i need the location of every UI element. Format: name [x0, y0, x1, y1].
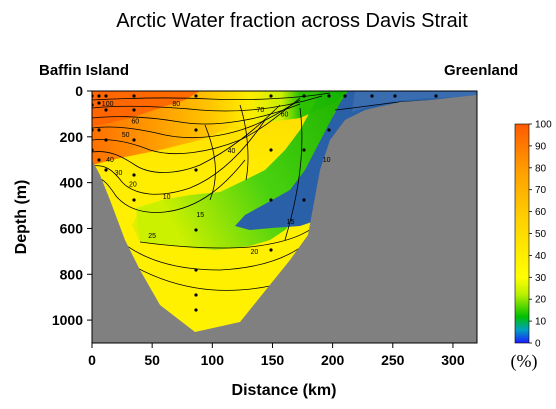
contour-label: 40 — [106, 157, 114, 164]
colorbar-unit: (%) — [511, 351, 538, 372]
x-axis-label: Distance (km) — [232, 382, 337, 399]
green-outer-halo — [132, 204, 158, 242]
colorbar-tick-label: 70 — [535, 185, 547, 196]
colorbar-tick-label: 90 — [535, 141, 547, 152]
surface-orange-core — [92, 91, 200, 126]
x-axis: 0 50 100 150 200 250 300 — [88, 343, 465, 368]
y-axis-label: Depth (m) — [13, 180, 30, 255]
y-tick-label: 0 — [75, 83, 83, 99]
contour-label: 20 — [129, 181, 137, 188]
contour-label: 10 — [163, 194, 171, 201]
x-tick-label: 300 — [441, 352, 465, 368]
plot-area — [92, 91, 477, 343]
colorbar-tick-label: 20 — [535, 295, 547, 306]
left-annotation: Baffin Island — [39, 62, 129, 79]
x-tick-label: 0 — [88, 352, 96, 368]
station-dots — [92, 94, 438, 312]
y-tick-label: 400 — [60, 175, 84, 191]
colorbar-tick-label: 40 — [535, 251, 547, 262]
y-axis: 0 200 400 600 800 1000 — [52, 83, 92, 328]
contour-label: 15 — [196, 212, 204, 219]
x-tick-label: 250 — [381, 352, 405, 368]
colorbar — [514, 123, 530, 344]
colorbar-tick-label: 10 — [535, 317, 547, 328]
colorbar-tick-label: 0 — [535, 339, 541, 350]
x-tick-label: 150 — [261, 352, 285, 368]
colorbar-tick-label: 30 — [535, 273, 547, 284]
colorbar-tick-label: 60 — [535, 207, 547, 218]
right-annotation: Greenland — [444, 62, 518, 79]
y-tick-label: 200 — [60, 129, 84, 145]
contour-label: 20 — [251, 249, 259, 256]
contour-label: 60 — [281, 111, 289, 118]
contour-label: 50 — [122, 132, 130, 139]
y-tick-label: 800 — [60, 266, 84, 282]
contour-label: 100 — [102, 101, 114, 108]
contour-label: 60 — [131, 118, 139, 125]
contour-label: 15 — [287, 219, 295, 226]
x-tick-label: 100 — [201, 352, 225, 368]
contour-label: 10 — [323, 157, 331, 164]
x-tick-label: 50 — [144, 352, 160, 368]
colorbar-tick-label: 100 — [535, 120, 552, 131]
contour-label: 25 — [148, 233, 156, 240]
x-tick-label: 200 — [321, 352, 345, 368]
y-tick-label: 600 — [60, 220, 84, 236]
chart-title: Arctic Water fraction across Davis Strai… — [116, 10, 468, 32]
blue-shallow-band — [352, 91, 477, 112]
bathymetry — [92, 91, 477, 343]
colorbar-tick-label: 50 — [535, 229, 547, 240]
colorbar-tick-label: 80 — [535, 163, 547, 174]
blue-water-mass — [235, 91, 477, 230]
y-tick-label: 1000 — [52, 312, 83, 328]
contour-label: 70 — [257, 107, 265, 114]
contour-label: 80 — [172, 101, 180, 108]
plot-frame — [91, 90, 478, 344]
contour-label: 30 — [115, 170, 123, 177]
contour-label: 40 — [228, 148, 236, 155]
